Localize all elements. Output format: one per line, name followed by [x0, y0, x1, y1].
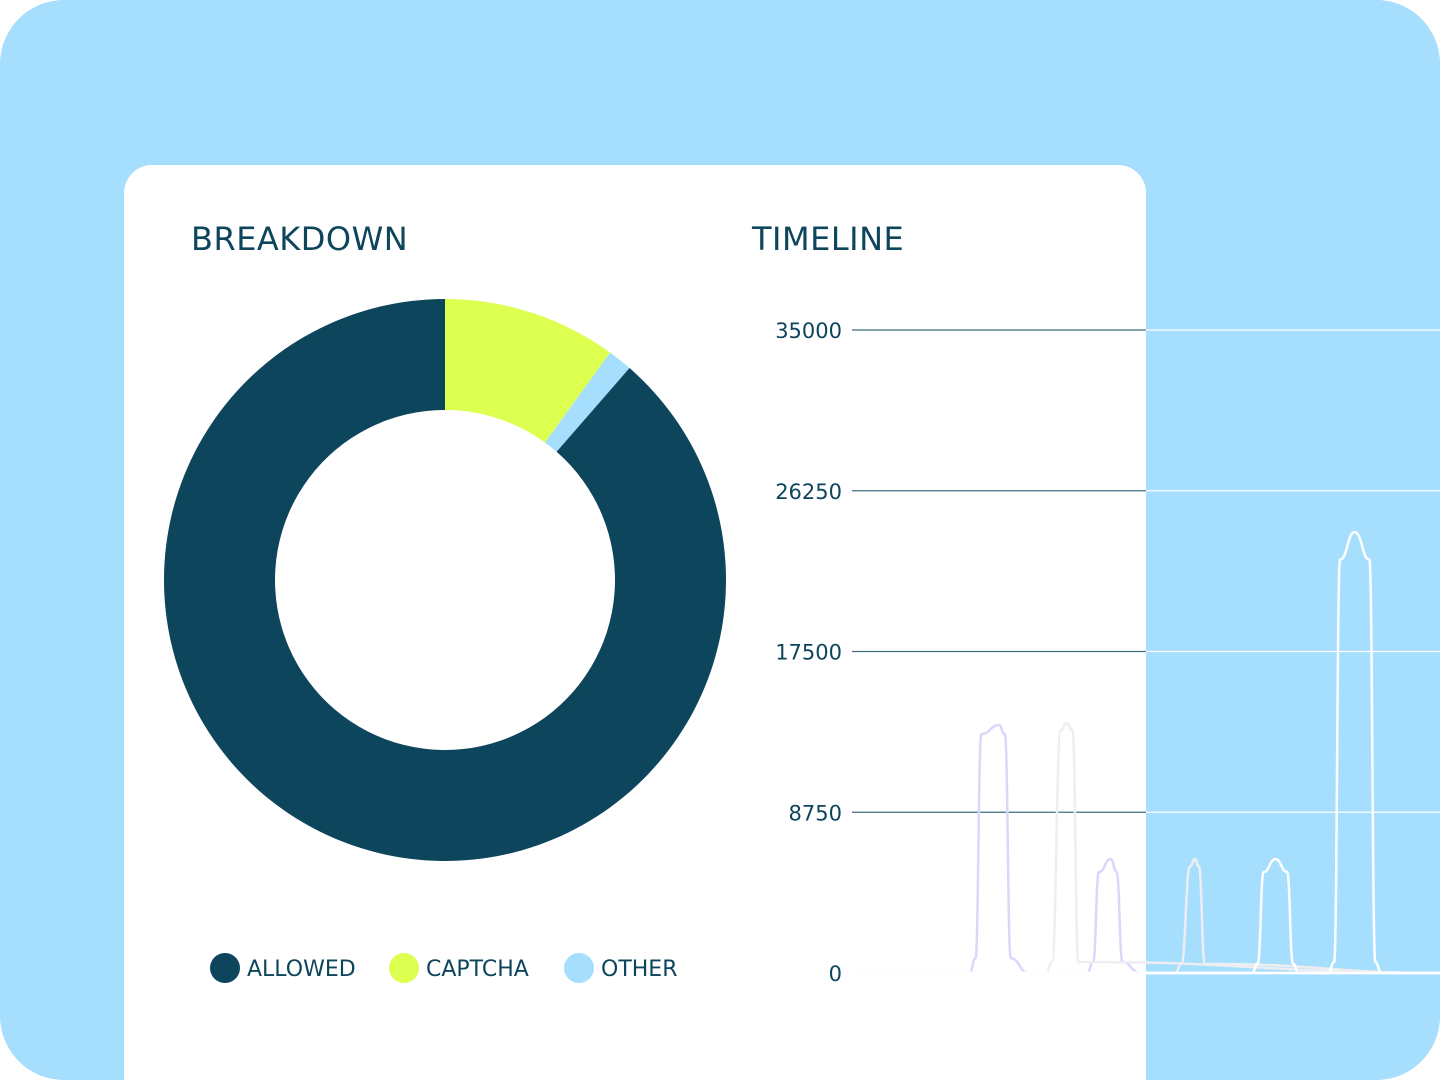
timeline-overflow-panel [1146, 0, 1440, 1080]
legend-swatch-allowed [210, 953, 240, 983]
legend-swatch-other [564, 953, 594, 983]
breakdown-legend: ALLOWED CAPTCHA OTHER [210, 953, 677, 983]
timeline-series-5 [852, 530, 1440, 975]
legend-label-other: OTHER [601, 957, 677, 982]
timeline-series [852, 530, 1440, 975]
timeline-y-axis: 0 8750 17500 26250 35000 [775, 319, 842, 986]
breakdown-title: BREAKDOWN [191, 220, 408, 258]
timeline-title: TIMELINE [751, 220, 904, 258]
legend-label-allowed: ALLOWED [247, 957, 356, 982]
y-tick-label-8750: 8750 [789, 801, 842, 825]
y-tick-label-0: 0 [829, 962, 842, 986]
legend-swatch-captcha [389, 953, 419, 983]
donut-slice-allowed [164, 299, 726, 861]
y-tick-label-35000: 35000 [775, 319, 842, 343]
donut-slice-captcha [445, 299, 611, 443]
donut-slice-other [544, 352, 630, 452]
legend-label-captcha: CAPTCHA [426, 957, 529, 982]
y-tick-label-26250: 26250 [775, 480, 842, 504]
y-tick-label-17500: 17500 [775, 641, 842, 665]
breakdown-donut [164, 299, 726, 861]
